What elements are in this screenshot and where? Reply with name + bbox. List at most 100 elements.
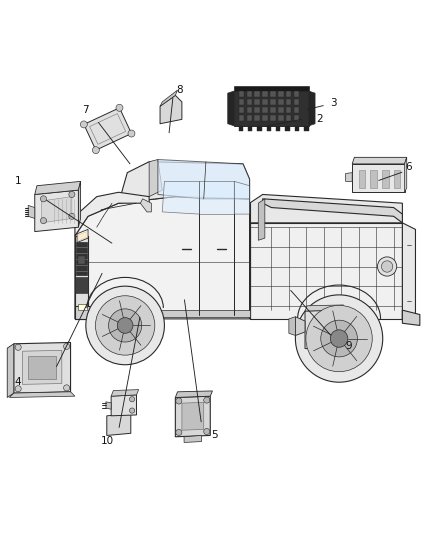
Circle shape xyxy=(330,330,348,348)
Polygon shape xyxy=(78,304,87,310)
Circle shape xyxy=(15,386,21,392)
Polygon shape xyxy=(295,126,299,131)
Polygon shape xyxy=(262,107,268,113)
Polygon shape xyxy=(352,164,405,192)
Circle shape xyxy=(176,430,182,435)
Polygon shape xyxy=(182,402,204,430)
Polygon shape xyxy=(111,390,139,396)
Text: 4: 4 xyxy=(15,377,21,387)
Polygon shape xyxy=(78,231,87,241)
Text: 5: 5 xyxy=(211,430,218,440)
Polygon shape xyxy=(75,277,88,293)
Text: 1: 1 xyxy=(15,176,21,187)
Polygon shape xyxy=(7,344,14,398)
Polygon shape xyxy=(247,99,252,105)
Circle shape xyxy=(40,196,46,202)
Polygon shape xyxy=(88,310,250,317)
Text: 8: 8 xyxy=(177,85,183,95)
Circle shape xyxy=(295,295,383,382)
Polygon shape xyxy=(184,435,201,442)
Polygon shape xyxy=(175,391,212,398)
Polygon shape xyxy=(293,107,299,113)
Polygon shape xyxy=(258,199,265,240)
Circle shape xyxy=(69,213,75,220)
Polygon shape xyxy=(382,171,389,188)
Polygon shape xyxy=(77,229,88,243)
Polygon shape xyxy=(270,92,276,97)
Polygon shape xyxy=(254,115,260,120)
Polygon shape xyxy=(234,91,308,126)
Polygon shape xyxy=(239,92,244,97)
Polygon shape xyxy=(276,126,280,131)
Polygon shape xyxy=(278,99,284,105)
Text: 2: 2 xyxy=(316,114,323,124)
Polygon shape xyxy=(239,99,244,105)
Polygon shape xyxy=(270,115,276,120)
Polygon shape xyxy=(286,107,291,113)
Circle shape xyxy=(176,398,182,404)
Circle shape xyxy=(381,261,393,272)
Polygon shape xyxy=(41,197,72,223)
Circle shape xyxy=(130,408,135,413)
Polygon shape xyxy=(394,171,400,188)
Polygon shape xyxy=(270,107,276,113)
Circle shape xyxy=(117,318,133,333)
Polygon shape xyxy=(158,159,250,199)
Polygon shape xyxy=(405,157,407,192)
Polygon shape xyxy=(239,126,243,131)
Polygon shape xyxy=(289,317,295,335)
Polygon shape xyxy=(84,108,131,150)
Text: 3: 3 xyxy=(330,98,337,108)
Polygon shape xyxy=(234,86,308,91)
Polygon shape xyxy=(160,90,177,106)
Circle shape xyxy=(130,397,135,402)
Polygon shape xyxy=(247,115,252,120)
Circle shape xyxy=(64,385,70,391)
Polygon shape xyxy=(162,181,199,214)
Polygon shape xyxy=(293,99,299,105)
Polygon shape xyxy=(305,305,343,311)
Circle shape xyxy=(321,320,357,357)
Polygon shape xyxy=(304,126,308,131)
Polygon shape xyxy=(234,181,250,214)
Circle shape xyxy=(109,309,142,342)
Circle shape xyxy=(204,429,210,434)
Polygon shape xyxy=(403,223,416,323)
Polygon shape xyxy=(35,181,81,195)
Polygon shape xyxy=(199,181,234,214)
Polygon shape xyxy=(262,92,268,97)
Circle shape xyxy=(204,397,210,403)
Polygon shape xyxy=(352,157,407,164)
Circle shape xyxy=(15,344,21,350)
Polygon shape xyxy=(247,92,252,97)
Text: 7: 7 xyxy=(82,105,89,115)
Polygon shape xyxy=(28,205,35,219)
Polygon shape xyxy=(239,115,244,120)
Polygon shape xyxy=(359,171,365,188)
Circle shape xyxy=(92,147,99,154)
Polygon shape xyxy=(175,396,210,437)
Polygon shape xyxy=(254,99,260,105)
Polygon shape xyxy=(278,92,284,97)
Polygon shape xyxy=(75,306,90,319)
Polygon shape xyxy=(278,107,284,113)
Circle shape xyxy=(64,343,70,350)
Polygon shape xyxy=(107,414,131,435)
Polygon shape xyxy=(262,115,268,120)
Polygon shape xyxy=(293,92,299,97)
Circle shape xyxy=(306,305,372,372)
Polygon shape xyxy=(295,317,305,335)
Circle shape xyxy=(80,121,87,128)
Polygon shape xyxy=(78,181,81,227)
Polygon shape xyxy=(293,115,299,120)
Polygon shape xyxy=(278,115,284,120)
Polygon shape xyxy=(160,95,182,124)
Polygon shape xyxy=(263,199,403,223)
Circle shape xyxy=(95,296,155,355)
Polygon shape xyxy=(262,99,268,105)
Text: 10: 10 xyxy=(101,436,114,446)
Text: 9: 9 xyxy=(345,341,352,351)
Polygon shape xyxy=(75,197,250,319)
Polygon shape xyxy=(286,126,290,131)
Polygon shape xyxy=(28,356,56,379)
